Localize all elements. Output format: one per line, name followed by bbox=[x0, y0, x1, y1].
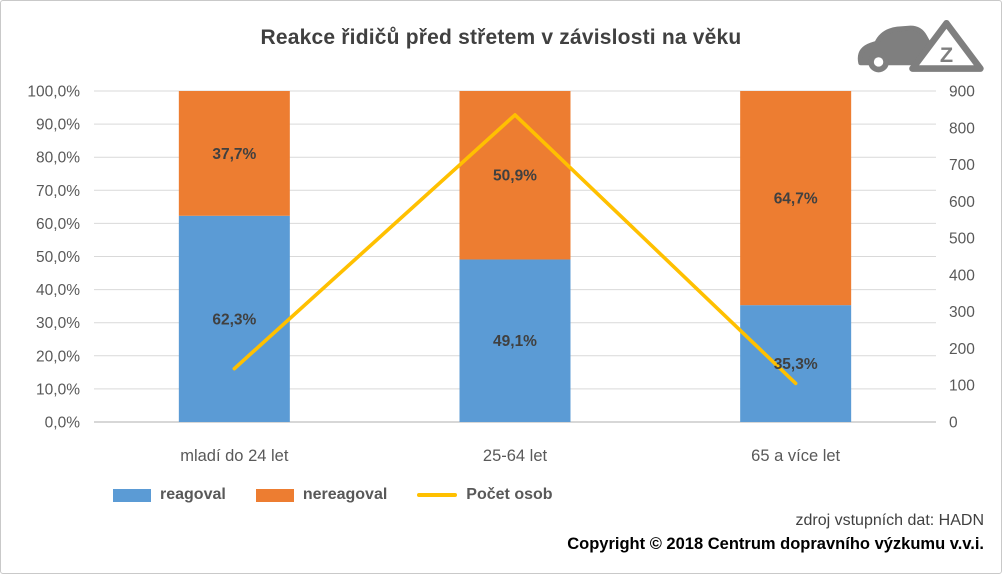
left-axis-tick-label: 10,0% bbox=[36, 381, 80, 398]
left-axis-tick-label: 80,0% bbox=[36, 150, 80, 167]
warning-triangle-z-icon: Z bbox=[909, 20, 984, 72]
legend-item-po-et-osob: Počet osob bbox=[417, 486, 553, 504]
bar-segment-reagoval bbox=[740, 305, 852, 422]
legend-label: Počet osob bbox=[466, 486, 553, 503]
right-axis-tick-label: 800 bbox=[949, 120, 975, 137]
left-axis-tick-label: 100,0% bbox=[27, 84, 80, 101]
right-axis-tick-label: 200 bbox=[949, 341, 975, 358]
category-label: 25-64 let bbox=[483, 447, 548, 465]
footer: zdroj vstupních dat: HADN Copyright © 20… bbox=[567, 511, 984, 555]
left-axis-tick-label: 30,0% bbox=[36, 315, 80, 332]
right-axis-tick-label: 400 bbox=[949, 267, 975, 284]
category-label: 65 a více let bbox=[751, 447, 840, 465]
right-axis-tick-label: 700 bbox=[949, 157, 975, 174]
left-axis-tick-label: 60,0% bbox=[36, 216, 80, 233]
bar-data-label: 64,7% bbox=[774, 191, 818, 208]
bar-data-label: 35,3% bbox=[774, 356, 818, 373]
legend-item-reagoval: reagoval bbox=[113, 486, 226, 504]
right-axis-tick-label: 300 bbox=[949, 304, 975, 321]
legend-swatch-icon bbox=[113, 488, 151, 502]
right-axis-tick-label: 600 bbox=[949, 194, 975, 211]
right-axis-tick-label: 900 bbox=[949, 84, 975, 101]
left-axis-tick-label: 0,0% bbox=[45, 415, 81, 432]
right-axis-tick-label: 100 bbox=[949, 378, 975, 395]
bar-data-label: 62,3% bbox=[212, 311, 256, 328]
svg-text:Z: Z bbox=[940, 42, 953, 67]
car-warning-triangle-logo-icon: Z bbox=[855, 14, 987, 76]
legend-swatch-icon bbox=[255, 488, 294, 502]
bar-segment-reagoval bbox=[459, 259, 571, 422]
bar-segment-nereagoval bbox=[740, 91, 852, 306]
right-axis-tick-label: 0 bbox=[949, 415, 958, 432]
bar-segment-nereagoval bbox=[178, 91, 290, 216]
right-axis-tick-label: 500 bbox=[949, 231, 975, 248]
left-axis-tick-label: 20,0% bbox=[36, 348, 80, 365]
bar-segment-nereagoval bbox=[459, 91, 571, 260]
line-pocet-osob bbox=[232, 113, 798, 386]
car-icon bbox=[857, 25, 935, 73]
bar-data-label: 50,9% bbox=[493, 168, 537, 185]
source-note: zdroj vstupních dat: HADN bbox=[795, 512, 984, 529]
left-axis-tick-label: 70,0% bbox=[36, 183, 80, 200]
left-axis-tick-label: 50,0% bbox=[36, 249, 80, 266]
plot-area: 0,0% 10,0% 20,0% 30,0% 40,0% 50,0% 60,0% 70,0% 8… bbox=[27, 84, 975, 466]
bar-data-label: 49,1% bbox=[493, 333, 537, 350]
bar-segment-reagoval bbox=[178, 215, 290, 422]
category-label: mladí do 24 let bbox=[180, 447, 289, 465]
legend-label: nereagoval bbox=[302, 486, 388, 503]
left-axis-tick-label: 90,0% bbox=[36, 117, 80, 134]
copyright: Copyright © 2018 Centrum dopravního výzk… bbox=[567, 535, 984, 553]
bar-data-label: 37,7% bbox=[212, 146, 256, 163]
legend-item-nereagoval: nereagoval bbox=[255, 486, 388, 504]
legend: reagoval nereagoval Počet osob bbox=[113, 486, 553, 504]
left-axis-tick-label: 40,0% bbox=[36, 282, 80, 299]
legend-swatch-icon bbox=[417, 493, 458, 497]
chart-title: Reakce řidičů před střetem v závislosti … bbox=[260, 26, 742, 49]
legend-label: reagoval bbox=[160, 486, 226, 503]
